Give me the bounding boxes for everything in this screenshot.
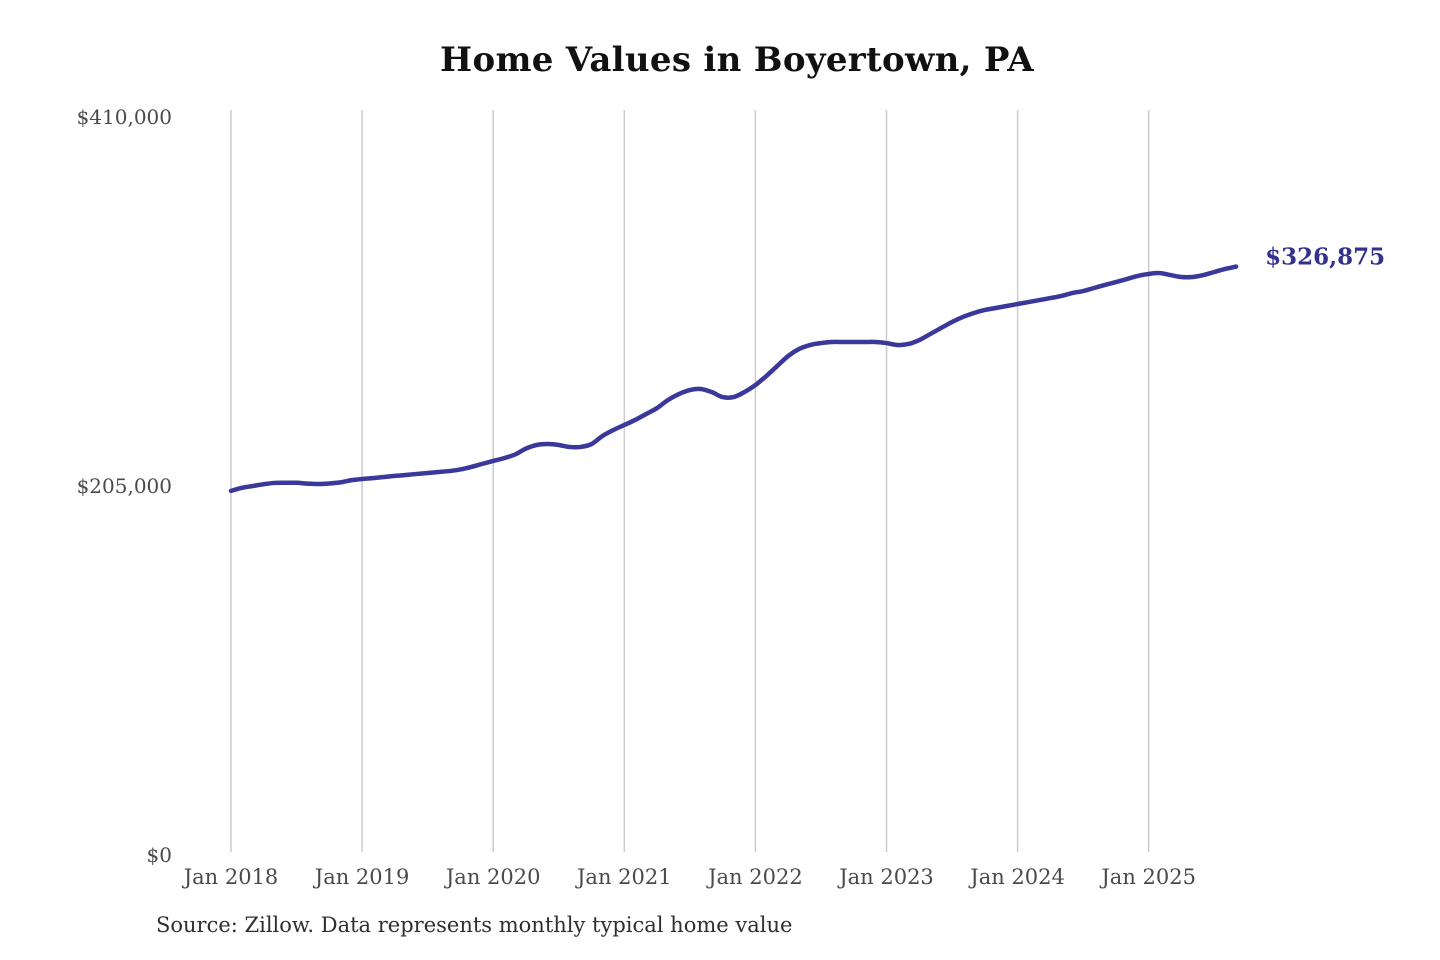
x-tick-label: Jan 2018 <box>182 865 279 889</box>
latest-value-label: $326,875 <box>1265 244 1385 271</box>
x-tick-label: Jan 2024 <box>968 865 1065 889</box>
home-value-line <box>228 264 1239 494</box>
x-tick-label: Jan 2020 <box>444 865 541 889</box>
x-tick-label: Jan 2025 <box>1099 865 1196 889</box>
chart-title: Home Values in Boyertown, PA <box>440 40 1034 80</box>
x-tick-label: Jan 2022 <box>706 865 803 889</box>
y-tick-label: $205,000 <box>77 474 172 498</box>
x-tick-label: Jan 2023 <box>837 865 934 889</box>
source-note: Source: Zillow. Data represents monthly … <box>156 913 793 937</box>
x-tick-label: Jan 2021 <box>575 865 672 889</box>
x-tick-label: Jan 2019 <box>313 865 410 889</box>
y-tick-label: $0 <box>147 843 172 867</box>
y-tick-label: $410,000 <box>77 105 172 129</box>
